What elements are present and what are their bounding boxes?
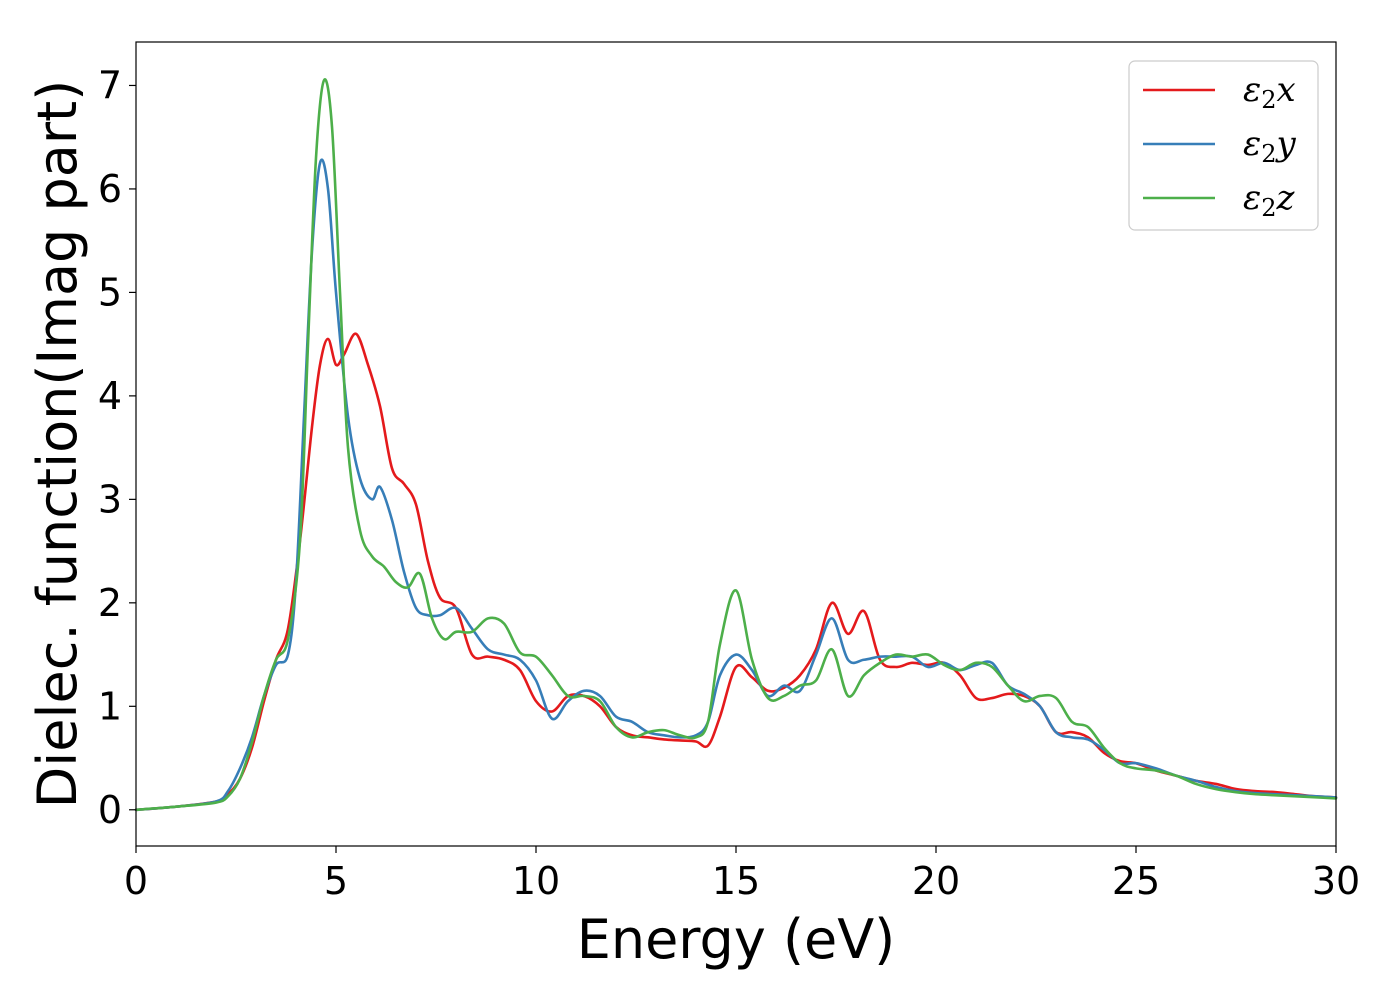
legend-box [1128,60,1319,231]
y-tick-label: 0 [98,788,122,832]
x-tick-label: 20 [912,859,960,903]
x-axis-ticks: 0 5 10 15 20 25 30 [124,846,1360,903]
y-axis-title: Dielec. function(Imag part) [26,80,89,809]
x-axis-title: Energy (eV) [577,908,896,971]
x-tick-label: 0 [124,859,148,903]
y-tick-label: 4 [98,374,122,418]
y-tick-label: 6 [98,167,122,211]
y-tick-label: 1 [98,684,122,728]
x-tick-label: 30 [1312,859,1360,903]
series-line-eps2y [134,158,1338,812]
legend-label-eps2z: ε2z [1243,178,1296,222]
y-tick-label: 7 [98,63,122,107]
series-layer [134,78,1338,812]
x-tick-label: 25 [1112,859,1160,903]
legend-label-eps2x: ε2x [1243,70,1296,114]
y-axis-ticks: 0 1 2 3 4 5 6 7 [98,63,136,832]
legend-label-eps2y: ε2y [1243,124,1297,168]
x-tick-label: 10 [512,859,560,903]
x-tick-label: 15 [712,859,760,903]
x-tick-label: 5 [324,859,348,903]
y-tick-label: 2 [98,581,122,625]
series-line-eps2z [134,78,1338,812]
legend: ε2x ε2y ε2z [1128,60,1319,231]
y-tick-label: 5 [98,270,122,314]
y-tick-label: 3 [98,477,122,521]
